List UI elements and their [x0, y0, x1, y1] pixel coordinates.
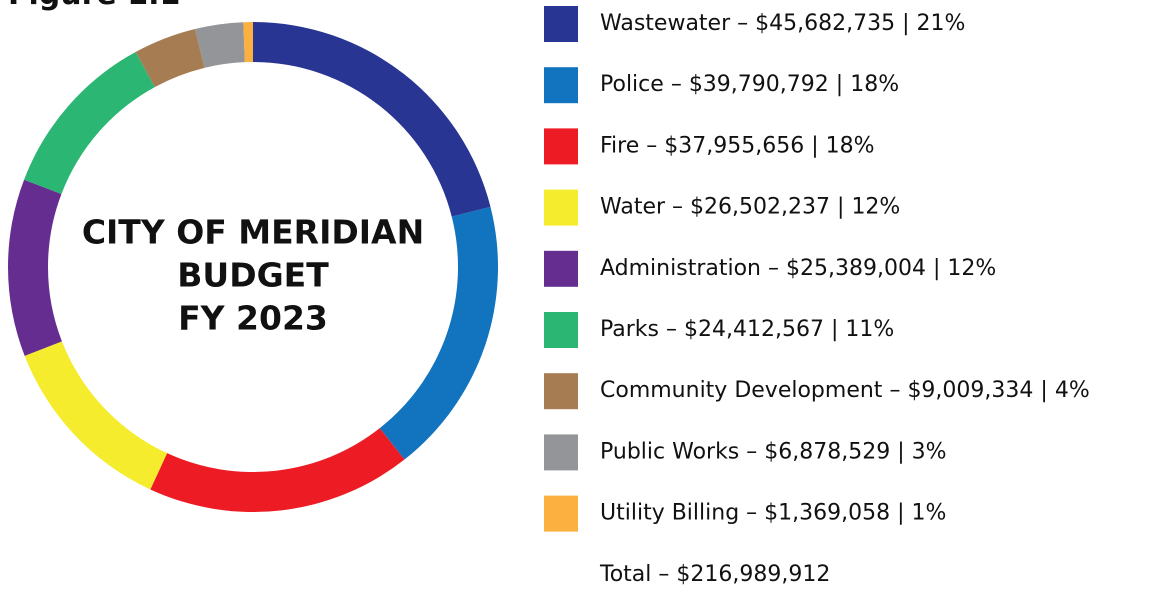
legend-part: Police — [600, 72, 664, 97]
legend-label: Wastewater – $45,682,735 | 21% — [600, 11, 965, 36]
legend-swatch — [544, 312, 578, 348]
legend-part: | — [897, 439, 904, 464]
legend-part: 18% — [826, 133, 875, 158]
legend-swatch — [544, 189, 578, 226]
legend-part: Fire — [600, 133, 639, 158]
legend-part: $45,682,735 — [755, 11, 895, 36]
legend-part: $9,009,334 — [907, 378, 1033, 403]
legend-swatch — [544, 67, 578, 104]
donut-slice — [253, 22, 491, 217]
legend-part: Administration — [600, 256, 761, 281]
legend-part: | — [831, 317, 838, 342]
donut-slice — [24, 341, 168, 490]
donut-slice — [150, 428, 405, 512]
legend-part: 1% — [912, 501, 947, 526]
legend-swatch — [544, 434, 578, 471]
legend-part: $24,412,567 — [684, 317, 824, 342]
legend-part: – — [672, 195, 683, 220]
legend-part: $1,369,058 — [764, 501, 890, 526]
legend-part: | — [902, 11, 909, 36]
legend-part: $25,389,004 — [786, 256, 926, 281]
legend-part: – — [768, 256, 779, 281]
donut-slice — [135, 28, 205, 88]
legend-label: Parks – $24,412,567 | 11% — [600, 317, 894, 342]
legend-part: | — [811, 133, 818, 158]
legend-part: 4% — [1055, 378, 1090, 403]
legend-swatch — [544, 250, 578, 287]
legend-part: Utility Billing — [600, 501, 739, 526]
legend-part: $37,955,656 — [664, 133, 804, 158]
chart-title: BUDGET — [177, 256, 329, 295]
chart-title: CITY OF MERIDIAN — [82, 213, 424, 252]
legend-part: Parks — [600, 317, 659, 342]
donut-slice — [243, 22, 253, 63]
legend-part: Water — [600, 195, 666, 220]
legend-part: – — [746, 439, 757, 464]
legend-part: | — [1040, 378, 1047, 403]
legend-part: – — [666, 317, 677, 342]
legend-part: | — [897, 501, 904, 526]
donut-slice — [379, 206, 498, 460]
legend-swatch — [544, 128, 578, 165]
legend-part: – — [646, 133, 657, 158]
legend-label: Administration – $25,389,004 | 12% — [600, 256, 996, 281]
legend-part: 12% — [851, 195, 900, 220]
legend-part: 3% — [912, 439, 947, 464]
legend-label: Community Development – $9,009,334 | 4% — [600, 378, 1090, 403]
legend-part: $39,790,792 — [689, 72, 829, 97]
legend-part: – — [671, 72, 682, 97]
legend-part: Public Works — [600, 439, 739, 464]
legend-swatch — [544, 373, 578, 410]
legend-label: Fire – $37,955,656 | 18% — [600, 133, 875, 158]
legend-part: – — [737, 11, 748, 36]
legend-label: Water – $26,502,237 | 12% — [600, 195, 900, 220]
legend-part: | — [933, 256, 940, 281]
legend-label: Utility Billing – $1,369,058 | 1% — [600, 501, 946, 526]
legend-part: 18% — [850, 72, 899, 97]
legend-swatch — [544, 495, 578, 532]
figure-label: Figure 1.1 — [8, 0, 180, 12]
total-label: Total – $216,989,912 — [599, 562, 830, 587]
legend-swatch — [544, 6, 578, 42]
legend-part: 21% — [917, 11, 966, 36]
donut-slice — [8, 179, 62, 356]
chart-title: FY 2023 — [178, 299, 328, 338]
legend-part: 11% — [845, 317, 894, 342]
legend-part: Community Development — [600, 378, 883, 403]
legend-part: | — [836, 72, 843, 97]
legend-part: Wastewater — [600, 11, 731, 36]
legend-part: | — [837, 195, 844, 220]
legend-label: Police – $39,790,792 | 18% — [600, 72, 899, 97]
legend-part: 12% — [947, 256, 996, 281]
legend-part: $26,502,237 — [690, 195, 830, 220]
legend-part: – — [889, 378, 900, 403]
legend-part: $6,878,529 — [764, 439, 890, 464]
donut-slice — [24, 51, 155, 194]
donut-slice — [195, 22, 245, 68]
legend-part: – — [746, 501, 757, 526]
legend-label: Public Works – $6,878,529 | 3% — [600, 439, 947, 464]
